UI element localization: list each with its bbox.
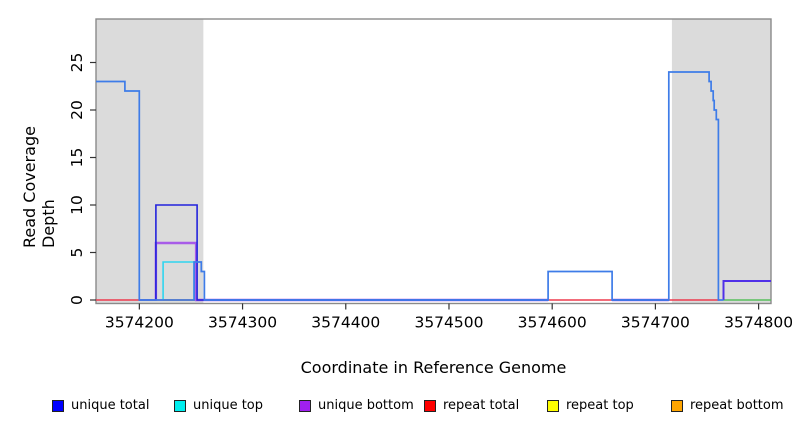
legend-item-repeat-bottom: repeat bottom [671, 398, 784, 413]
legend-swatch-unique-top [174, 399, 186, 412]
y-tick-label: 5 [68, 248, 86, 258]
x-axis-title: Coordinate in Reference Genome [300, 358, 567, 377]
legend-label: repeat bottom [690, 398, 784, 413]
legend: unique total unique top unique bottom repea… [0, 398, 792, 422]
legend-swatch-unique-total [52, 399, 64, 412]
x-tick-label: 3574700 [621, 314, 690, 332]
plot-border [95, 18, 772, 305]
y-tick-label: 25 [68, 53, 86, 73]
x-tick-label: 3574400 [311, 314, 380, 332]
y-tick-label: 0 [68, 295, 86, 305]
legend-item-repeat-top: repeat top [547, 398, 634, 413]
x-tick-label: 3574300 [208, 314, 277, 332]
y-tick-label: 15 [68, 148, 86, 168]
legend-item-unique-total: unique total [52, 398, 149, 413]
legend-swatch-repeat-total [424, 399, 436, 412]
x-tick-label: 3574600 [518, 314, 587, 332]
legend-item-unique-top: unique top [174, 398, 263, 413]
masked-region-band [671, 19, 771, 304]
masked-region-band [96, 19, 204, 304]
legend-swatch-repeat-bottom [671, 399, 683, 412]
legend-label: repeat total [443, 398, 520, 413]
legend-swatch-unique-bottom [299, 399, 311, 412]
legend-item-repeat-total: repeat total [424, 398, 519, 413]
series-unique-total-right-box-line [722, 280, 771, 300]
legend-label: unique top [193, 398, 264, 413]
x-tick-label: 3574500 [414, 314, 483, 332]
series-unique-bottom-line [154, 241, 549, 302]
legend-label: unique bottom [318, 398, 414, 413]
series-total-coverage-line [96, 71, 724, 301]
legend-label: unique total [71, 398, 150, 413]
legend-swatch-repeat-top [547, 399, 559, 412]
y-axis-title: Read Coverage Depth [20, 126, 58, 248]
y-tick-label: 20 [68, 100, 86, 120]
x-tick-label: 3574800 [724, 314, 792, 332]
y-tick-label: 10 [68, 195, 86, 215]
legend-label: repeat top [566, 398, 634, 413]
legend-item-unique-bottom: unique bottom [299, 398, 414, 413]
x-tick-label: 3574200 [105, 314, 174, 332]
